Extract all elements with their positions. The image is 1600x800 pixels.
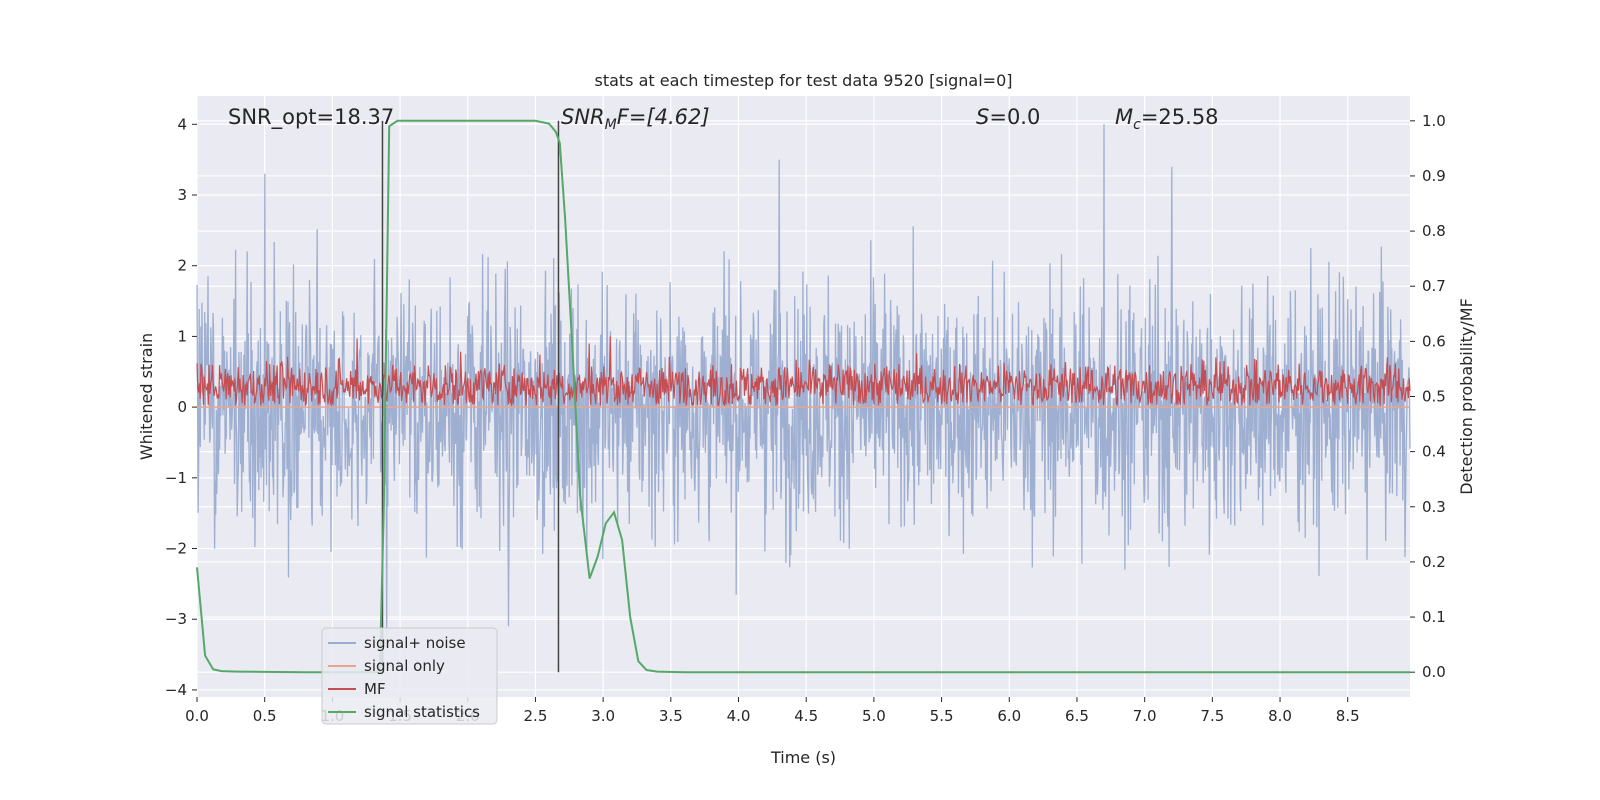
x-tick-label: 6.0	[997, 707, 1021, 725]
y2-tick-label: 0.4	[1422, 443, 1446, 461]
legend-label: signal only	[364, 657, 445, 675]
x-tick-label: 5.5	[930, 707, 954, 725]
y2-tick-label: 0.2	[1422, 553, 1446, 571]
legend: signal+ noise signal only MF signal statist…	[321, 627, 498, 725]
annotation-snr-opt: SNR_opt=18.37	[228, 105, 394, 130]
legend-label: signal+ noise	[364, 634, 466, 652]
y-axis-label: Whitened strain	[137, 333, 156, 460]
snr-mf-main: SNR	[561, 105, 605, 129]
x-tick-label: 8.0	[1268, 707, 1292, 725]
snr-mf-sub: M	[605, 117, 617, 133]
x-tick-label: 3.5	[659, 707, 683, 725]
x-tick-label: 5.0	[862, 707, 886, 725]
y2-tick-label: 0.5	[1422, 388, 1446, 406]
y-tick-label: 0	[177, 398, 187, 416]
annotation-s: S=0.0	[976, 105, 1040, 129]
legend-box	[321, 627, 498, 725]
mc-main: M	[1115, 105, 1133, 129]
x-axis-label: Time (s)	[770, 748, 836, 767]
s-rest: =0.0	[989, 105, 1040, 129]
legend-label: MF	[364, 680, 386, 698]
y2-tick-label: 0.8	[1422, 222, 1446, 240]
annotation-snr-mf: SNRMF=[4.62]	[561, 105, 710, 133]
y-tick-label: 2	[177, 257, 187, 275]
x-tick-label: 2.5	[524, 707, 548, 725]
signal-statistics-series	[196, 119, 1410, 674]
x-tick-label: 7.5	[1200, 707, 1224, 725]
x-tick-label: 7.0	[1133, 707, 1157, 725]
s-main: S	[976, 105, 989, 129]
signal-noise-line	[196, 124, 1411, 634]
y2-tick-label: 0.7	[1422, 277, 1446, 295]
y2-tick-label: 0.6	[1422, 332, 1446, 350]
x-tick-label: 0.0	[185, 707, 209, 725]
signal-statistics-line	[196, 119, 1410, 674]
mf-series	[196, 336, 1411, 407]
signal-noise-series	[196, 124, 1411, 634]
y2-tick-label: 0.0	[1422, 663, 1446, 681]
x-tick-label: 4.0	[727, 707, 751, 725]
mf-line	[196, 336, 1411, 407]
y2-tick-label: 1.0	[1422, 112, 1446, 130]
x-tick-label: 4.5	[794, 707, 818, 725]
annotation-mc: Mc=25.58	[1115, 105, 1219, 133]
y-tick-label: 3	[177, 186, 187, 204]
y2-tick-label: 0.9	[1422, 167, 1446, 185]
y-tick-label: −3	[165, 610, 187, 628]
mc-sub: c	[1133, 117, 1141, 133]
legend-label: signal statistics	[364, 703, 480, 721]
x-tick-label: 6.5	[1065, 707, 1089, 725]
y-tick-label: 4	[177, 115, 187, 133]
mc-rest: =25.58	[1141, 105, 1219, 129]
y-tick-label: −2	[165, 540, 187, 558]
y2-axis-label: Detection probability/MF	[1457, 298, 1476, 495]
y2-tick-label: 0.3	[1422, 498, 1446, 516]
x-tick-label: 3.0	[591, 707, 615, 725]
y2-tick-label: 0.1	[1422, 608, 1446, 626]
y-tick-label: −1	[165, 469, 187, 487]
snr-mf-letter: F=[4.62]	[617, 105, 710, 129]
y-tick-label: −4	[165, 681, 187, 699]
x-tick-label: 0.5	[253, 707, 277, 725]
chart-title: stats at each timestep for test data 952…	[594, 71, 1012, 90]
y-tick-label: 1	[177, 327, 187, 345]
x-tick-label: 8.5	[1336, 707, 1360, 725]
